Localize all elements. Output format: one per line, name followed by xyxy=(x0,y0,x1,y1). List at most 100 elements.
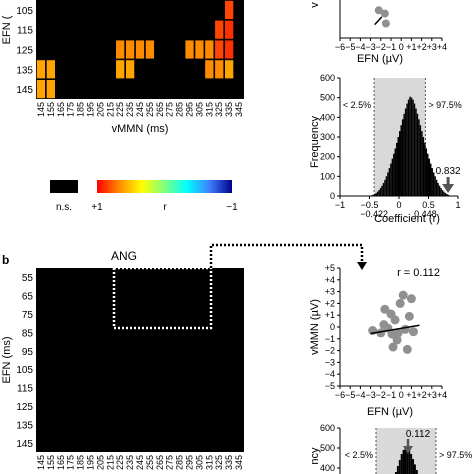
histogram-b-bar xyxy=(412,459,414,474)
histogram-a-y-tick: 300 xyxy=(320,132,335,142)
heatmap-b-x-tick: 175 xyxy=(66,455,76,470)
heatmap-a-xlabel: vMMN (ms) xyxy=(112,123,169,135)
heatmap-a-cell xyxy=(204,39,215,60)
histogram-b-lower-label: < 2.5% xyxy=(345,450,373,460)
heatmap-a-x-tick: 155 xyxy=(46,102,56,117)
heatmap-a-cell xyxy=(214,39,224,60)
heatmap-a-x-tick: 195 xyxy=(85,102,95,117)
heatmap-b-x-tick: 265 xyxy=(155,455,165,470)
scatter-b-x-tick: −5 xyxy=(345,390,355,400)
scatter-a-x-tick: +3 xyxy=(427,42,437,52)
scatter-a-xlabel: EFN (µV) xyxy=(357,53,403,65)
scatter-a-fit-line xyxy=(374,16,383,26)
colorbar: n.s. +1 r −1 xyxy=(50,180,238,213)
heatmap-b-x-tick: 305 xyxy=(194,455,204,470)
scatter-b-y-tick: −1 xyxy=(325,334,335,344)
scatter-b-point xyxy=(380,304,390,314)
histogram-a-bar xyxy=(397,137,399,196)
heatmap-b-y-tick: 115 xyxy=(17,384,33,395)
colorbar-right-label: −1 xyxy=(226,202,238,213)
heatmap-b-x-tick: 155 xyxy=(46,455,56,470)
histogram-b: 400 500 600 < 2.5% > 97.5% 0.112 ncy xyxy=(309,423,472,474)
scatter-a: −6 −5 −4 −3 −2 −1 0 +1 +2 +3 +4 EFN (µV) v xyxy=(309,0,447,65)
scatter-b-y-tick: +1 xyxy=(325,310,335,320)
histogram-b-bar xyxy=(395,472,397,474)
histogram-a-bar xyxy=(415,108,417,196)
heatmap-b-y-tick: 105 xyxy=(16,365,33,376)
scatter-b-point xyxy=(390,315,400,325)
scatter-b-point xyxy=(395,298,405,308)
heatmap-a-cell xyxy=(46,59,56,80)
scatter-b-point xyxy=(402,344,412,354)
scatter-b-x-tick: +3 xyxy=(427,390,437,400)
histogram-b-bar xyxy=(408,450,411,474)
colorbar-left-label: +1 xyxy=(91,202,103,213)
heatmap-a-x-tick: 205 xyxy=(95,102,105,117)
histogram-a-bar xyxy=(379,188,382,196)
histogram-a-bar xyxy=(437,183,439,196)
scatter-b-point xyxy=(398,290,408,300)
heatmap-a-cell xyxy=(224,39,234,60)
scatter-a-x-tick: 0 xyxy=(399,42,404,52)
histogram-a-x-tick: 0.5 xyxy=(422,200,435,210)
heatmap-b-x-tick: 205 xyxy=(95,455,105,470)
histogram-a-y-tick: 400 xyxy=(320,112,335,122)
heatmap-a-ylabel: EFN ( xyxy=(1,15,13,44)
histogram-b-y-tick: 600 xyxy=(320,423,335,433)
heatmap-b-ylabel: EFN (ms) xyxy=(1,336,13,383)
histogram-b-plot: 400 500 600 < 2.5% > 97.5% 0.112 xyxy=(320,423,472,474)
heatmap-b-y-tick: 95 xyxy=(22,347,34,358)
heatmap-b-x-tick: 295 xyxy=(185,455,195,470)
heatmap-a-cell xyxy=(224,0,234,20)
colorbar-gradient xyxy=(97,180,232,193)
heatmap-b-y-ticks: 55 65 75 85 95 105 115 125 135 145 xyxy=(16,273,33,450)
heatmap-a-cell xyxy=(115,59,125,80)
scatter-b-point xyxy=(406,294,416,304)
histogram-a-bar xyxy=(376,191,379,196)
histogram-a-bar xyxy=(424,142,426,196)
scatter-b-point xyxy=(393,328,403,338)
histogram-a: 0 100 200 300 400 500 600 −1 −0.5 0 0.5 1 < 2.5% > 97… xyxy=(309,73,462,225)
heatmap-b-y-tick: 65 xyxy=(22,292,34,303)
scatter-a-point xyxy=(381,19,390,28)
histogram-a-bar xyxy=(391,158,394,196)
histogram-a-bar xyxy=(409,96,411,196)
histogram-a-lower-label: < 2.5% xyxy=(343,100,371,110)
histogram-a-bar xyxy=(422,137,425,196)
heatmap-a-x-tick: 265 xyxy=(155,102,165,117)
scatter-b-y-tick: 0 xyxy=(330,322,335,332)
histogram-a-observed-arrow-head xyxy=(442,184,455,193)
heatmap-a-x-tick: 255 xyxy=(145,102,155,117)
scatter-b-x-tick: +1 xyxy=(406,390,416,400)
histogram-a-x-tick: −0.5 xyxy=(361,200,379,210)
histogram-a-xlabel: Coefficient (r) xyxy=(374,213,440,225)
scatter-b: +5+4+3+2+10−1−2−3−4−5−6 −5 −4 −3 −2 −1 0 +1 +2 +3… xyxy=(309,263,447,418)
histogram-a-bar xyxy=(393,153,395,196)
histogram-b-observed-arrow-head xyxy=(403,446,413,454)
histogram-a-bar xyxy=(441,190,444,196)
histogram-a-bar xyxy=(372,194,374,196)
heatmap-b-x-tick: 285 xyxy=(175,455,185,470)
scatter-b-point xyxy=(388,342,398,352)
histogram-a-bar xyxy=(410,97,413,196)
histogram-a-bar xyxy=(373,194,376,196)
heatmap-a-x-tick: 145 xyxy=(36,102,46,117)
histogram-b-observed-label: 0.112 xyxy=(406,429,431,440)
scatter-a-x-tick: −2 xyxy=(376,42,386,52)
histogram-a-bar xyxy=(406,103,408,196)
heatmap-a-cell xyxy=(224,59,234,80)
scatter-a-plot: −6 −5 −4 −3 −2 −1 0 +1 +2 +3 +4 xyxy=(335,0,447,52)
heatmap-b-y-tick: 145 xyxy=(16,439,33,450)
heatmap-b-title: ANG xyxy=(111,249,137,263)
histogram-b-bar xyxy=(398,460,401,474)
heatmap-a-y-tick: 115 xyxy=(17,26,33,37)
heatmap-a-cell xyxy=(214,59,224,80)
heatmap-b-x-tick: 185 xyxy=(76,455,86,470)
scatter-a-x-tick: −4 xyxy=(355,42,365,52)
scatter-b-x-tick: +4 xyxy=(437,390,447,400)
heatmap-b-x-tick: 195 xyxy=(85,455,95,470)
heatmap-a-cell xyxy=(224,19,234,40)
heatmap-a-y-tick: 135 xyxy=(16,65,33,76)
histogram-b-bar xyxy=(406,448,409,474)
histogram-a-bar xyxy=(394,148,397,196)
